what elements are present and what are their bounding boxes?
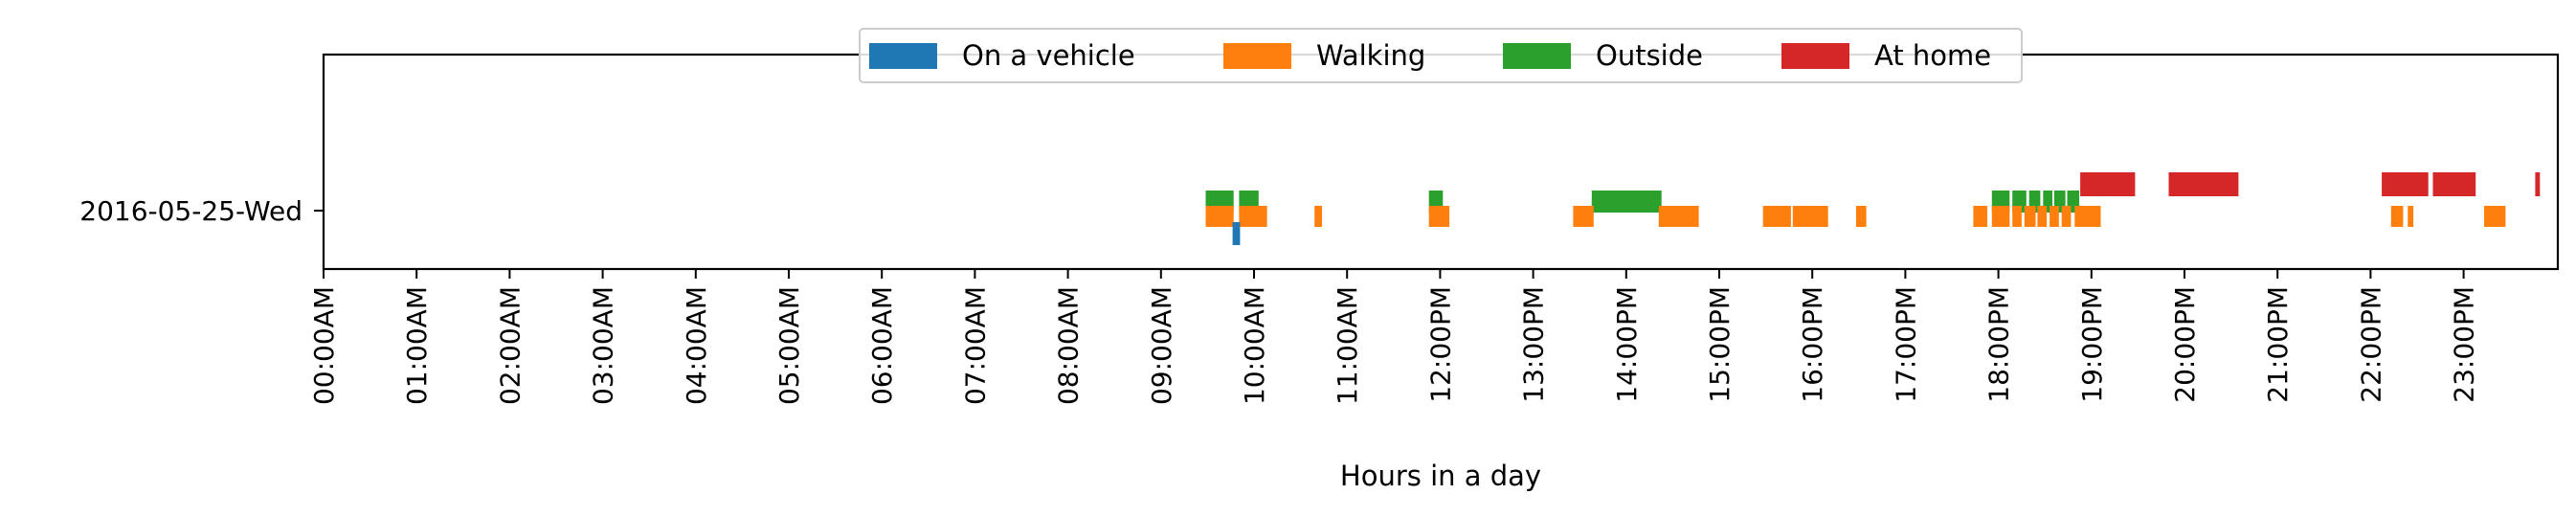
x-tick-label: 14:00PM bbox=[1611, 286, 1643, 403]
x-tick-label: 01:00AM bbox=[401, 286, 433, 405]
bar-walking bbox=[1973, 206, 1987, 227]
x-tick-label: 03:00AM bbox=[588, 286, 619, 405]
x-tick-label: 17:00PM bbox=[1890, 286, 1921, 403]
x-tick-label: 05:00AM bbox=[773, 286, 805, 405]
bar-walking bbox=[2484, 206, 2506, 227]
activity-bars bbox=[1205, 172, 2541, 245]
bar-walking bbox=[2061, 206, 2072, 227]
legend-swatch-at-home bbox=[1781, 43, 1849, 69]
bar-at-home bbox=[2168, 172, 2239, 196]
x-axis: 00:00AM 01:00AM 02:00AM 03:00AM 04:00AM 05:00… bbox=[308, 269, 2480, 405]
bar-walking bbox=[2074, 206, 2101, 227]
legend-frame bbox=[859, 28, 2023, 83]
x-tick-label: 04:00AM bbox=[681, 286, 712, 405]
x-tick-label: 13:00PM bbox=[1518, 286, 1550, 403]
y-tick-label: 2016-05-25-Wed bbox=[79, 195, 302, 227]
legend-label-walking: Walking bbox=[1316, 39, 1425, 72]
x-tick-label: 15:00PM bbox=[1704, 286, 1736, 403]
bar-outside bbox=[1591, 191, 1662, 213]
x-tick-label: 08:00AM bbox=[1053, 286, 1085, 405]
x-tick-label: 11:00AM bbox=[1332, 286, 1363, 405]
bar-walking bbox=[2408, 206, 2414, 227]
bar-on-a-vehicle bbox=[1232, 222, 1241, 245]
x-tick-label: 18:00PM bbox=[1983, 286, 2015, 403]
bar-walking bbox=[2037, 206, 2048, 227]
x-axis-label: Hours in a day bbox=[1340, 460, 1541, 492]
bar-walking bbox=[2024, 206, 2036, 227]
bar-walking bbox=[1855, 206, 1867, 227]
bar-outside bbox=[2053, 191, 2066, 213]
x-tick-label: 16:00PM bbox=[1797, 286, 1828, 403]
legend-swatch-outside bbox=[1503, 43, 1571, 69]
legend: On a vehicle Walking Outside At home bbox=[859, 28, 2023, 83]
x-tick-label: 21:00PM bbox=[2262, 286, 2294, 403]
bar-walking bbox=[1573, 206, 1594, 227]
bar-at-home bbox=[2382, 172, 2429, 196]
bar-walking bbox=[1239, 206, 1267, 227]
x-tick-label: 20:00PM bbox=[2169, 286, 2201, 403]
bar-at-home bbox=[2080, 172, 2136, 196]
legend-swatch-walking bbox=[1223, 43, 1291, 69]
legend-label-on-a-vehicle: On a vehicle bbox=[962, 39, 1135, 72]
x-tick-label: 12:00PM bbox=[1424, 286, 1456, 403]
bar-walking bbox=[1658, 206, 1699, 227]
bar-at-home bbox=[2535, 172, 2541, 196]
bar-walking bbox=[1792, 206, 1828, 227]
bar-walking bbox=[2390, 206, 2404, 227]
x-tick-label: 10:00AM bbox=[1239, 286, 1270, 405]
legend-label-at-home: At home bbox=[1874, 39, 1991, 72]
x-tick-label: 19:00PM bbox=[2076, 286, 2108, 403]
legend-label-outside: Outside bbox=[1596, 39, 1703, 72]
x-tick-label: 02:00AM bbox=[494, 286, 526, 405]
x-tick-label: 23:00PM bbox=[2449, 286, 2480, 403]
bar-walking bbox=[1314, 206, 1322, 227]
legend-swatch-on-a-vehicle bbox=[869, 43, 937, 69]
bar-walking bbox=[1762, 206, 1791, 227]
x-tick-label: 00:00AM bbox=[308, 286, 340, 405]
bar-walking bbox=[2012, 206, 2022, 227]
bar-outside bbox=[2028, 191, 2041, 213]
bar-outside bbox=[2043, 191, 2052, 213]
plot-frame bbox=[322, 53, 2560, 271]
bar-walking bbox=[1205, 206, 1234, 227]
bar-walking bbox=[1428, 206, 1450, 227]
bar-at-home bbox=[2432, 172, 2476, 196]
bar-walking bbox=[1991, 206, 2010, 227]
y-axis: 2016-05-25-Wed bbox=[79, 195, 324, 227]
x-tick-label: 22:00PM bbox=[2355, 286, 2386, 403]
x-tick-label: 06:00AM bbox=[866, 286, 898, 405]
x-tick-label: 07:00AM bbox=[959, 286, 991, 405]
x-tick-label: 09:00AM bbox=[1146, 286, 1177, 405]
bar-walking bbox=[2050, 206, 2059, 227]
